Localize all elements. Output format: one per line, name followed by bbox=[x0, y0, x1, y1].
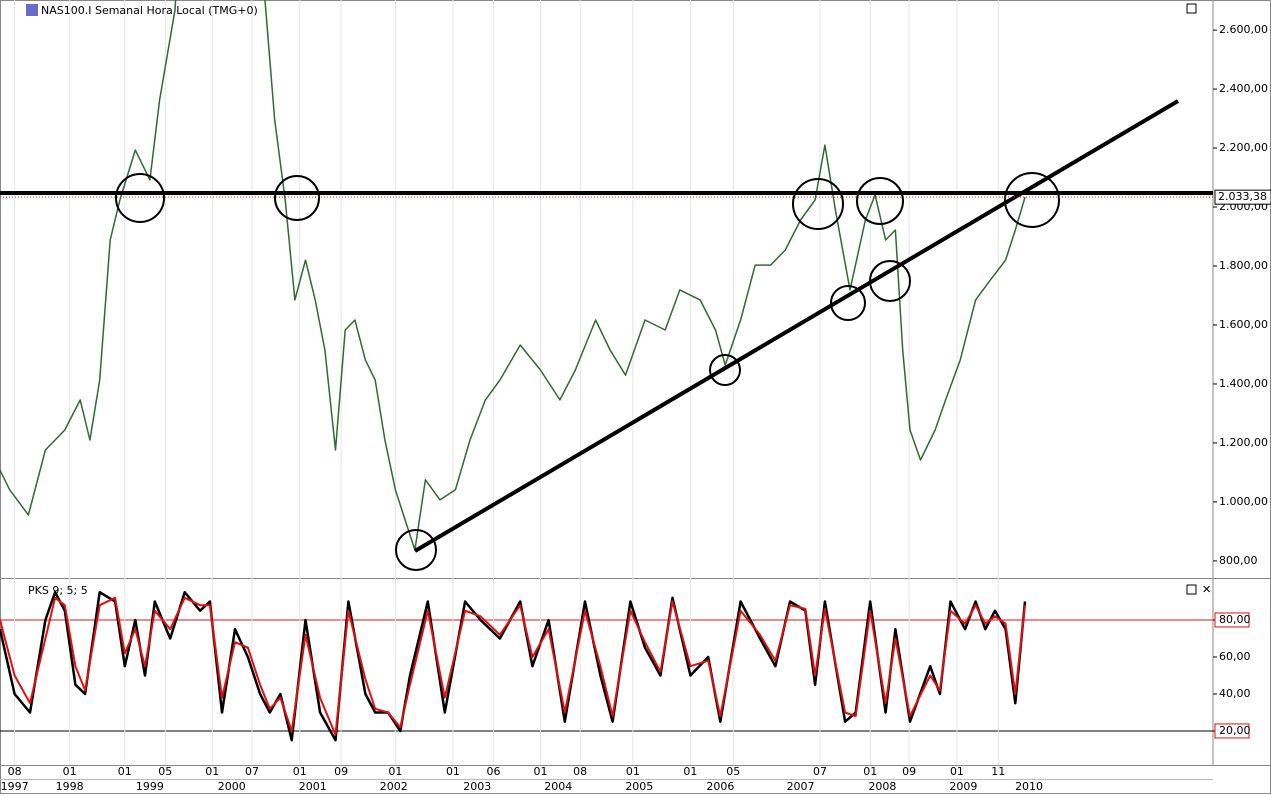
month-tick-label: 07 bbox=[245, 765, 259, 778]
x-tick-label: 2001 bbox=[299, 780, 327, 793]
x-tick-label: 2000 bbox=[218, 780, 246, 793]
month-tick-label: 01 bbox=[388, 765, 402, 778]
trend-line bbox=[413, 99, 1180, 553]
line-series bbox=[0, 596, 1026, 736]
annotations bbox=[0, 99, 1213, 571]
x-tick-label: 1998 bbox=[56, 780, 84, 793]
x-tick-label: 2009 bbox=[949, 780, 977, 793]
month-tick-label: 06 bbox=[486, 765, 500, 778]
y-tick-label: 60,00 bbox=[1219, 650, 1251, 663]
x-tick-label: 1997 bbox=[1, 780, 29, 793]
y-tick-label: 1.600,00 bbox=[1219, 318, 1268, 331]
level-label-box bbox=[1214, 612, 1250, 628]
circle-marker bbox=[709, 354, 741, 386]
month-tick-label: 01 bbox=[683, 765, 697, 778]
y-tick-label: 1.000,00 bbox=[1219, 495, 1268, 508]
x-tick-label: 1999 bbox=[136, 780, 164, 793]
maximize-button[interactable] bbox=[1186, 3, 1197, 14]
circle-marker bbox=[830, 285, 866, 321]
level-label-box bbox=[1214, 723, 1250, 739]
indicator-title: PKS 9; 5; 5 bbox=[28, 584, 88, 597]
x-tick-label: 2004 bbox=[544, 780, 572, 793]
month-tick-label: 01 bbox=[205, 765, 219, 778]
y-tick-label: 2.200,00 bbox=[1219, 141, 1268, 154]
y-tick-label: 800,00 bbox=[1219, 554, 1258, 567]
month-tick-label: 09 bbox=[334, 765, 348, 778]
month-tick-label: 01 bbox=[446, 765, 460, 778]
month-tick-label: 01 bbox=[293, 765, 307, 778]
month-tick-label: 01 bbox=[626, 765, 640, 778]
maximize-button[interactable] bbox=[1186, 584, 1197, 595]
close-button[interactable]: ✕ bbox=[1202, 583, 1211, 596]
month-tick-label: 09 bbox=[902, 765, 916, 778]
month-tick-label: 05 bbox=[158, 765, 172, 778]
circle-marker bbox=[115, 173, 165, 223]
line-series bbox=[0, 0, 1026, 551]
circle-marker bbox=[869, 260, 911, 302]
x-tick-label: 2005 bbox=[625, 780, 653, 793]
last-price-box bbox=[1214, 189, 1271, 205]
month-tick-label: 11 bbox=[991, 765, 1005, 778]
x-tick-label: 2003 bbox=[463, 780, 491, 793]
y-tick-label: 1.200,00 bbox=[1219, 436, 1268, 449]
month-tick-label: 01 bbox=[533, 765, 547, 778]
y-tick-label: 2.400,00 bbox=[1219, 82, 1268, 95]
circle-marker bbox=[274, 175, 320, 221]
circle-marker bbox=[792, 178, 844, 230]
y-tick-label: 1.400,00 bbox=[1219, 377, 1268, 390]
x-tick-label: 2002 bbox=[380, 780, 408, 793]
x-tick-label: 2006 bbox=[706, 780, 734, 793]
month-tick-label: 01 bbox=[863, 765, 877, 778]
y-tick-label: 40,00 bbox=[1219, 687, 1251, 700]
circle-marker bbox=[856, 177, 904, 225]
month-tick-label: 01 bbox=[118, 765, 132, 778]
last-price-label: 2.033,38 bbox=[1218, 190, 1267, 203]
x-tick-label: 2010 bbox=[1015, 780, 1043, 793]
symbol-icon bbox=[26, 4, 38, 16]
circle-marker bbox=[395, 529, 437, 571]
chart-title: NAS100.I Semanal Hora Local (TMG+0) bbox=[41, 4, 258, 17]
y-tick-label: 20,00 bbox=[1219, 724, 1251, 737]
month-tick-label: 01 bbox=[63, 765, 77, 778]
month-tick-label: 08 bbox=[573, 765, 587, 778]
x-tick-label: 2007 bbox=[787, 780, 815, 793]
y-tick-label: 2.600,00 bbox=[1219, 23, 1268, 36]
month-tick-label: 05 bbox=[726, 765, 740, 778]
month-tick-label: 08 bbox=[8, 765, 22, 778]
month-tick-label: 01 bbox=[950, 765, 964, 778]
y-tick-label: 1.800,00 bbox=[1219, 259, 1268, 272]
month-tick-label: 07 bbox=[813, 765, 827, 778]
circle-marker bbox=[1004, 172, 1060, 228]
y-tick-label: 80,00 bbox=[1219, 613, 1251, 626]
x-tick-label: 2008 bbox=[868, 780, 896, 793]
